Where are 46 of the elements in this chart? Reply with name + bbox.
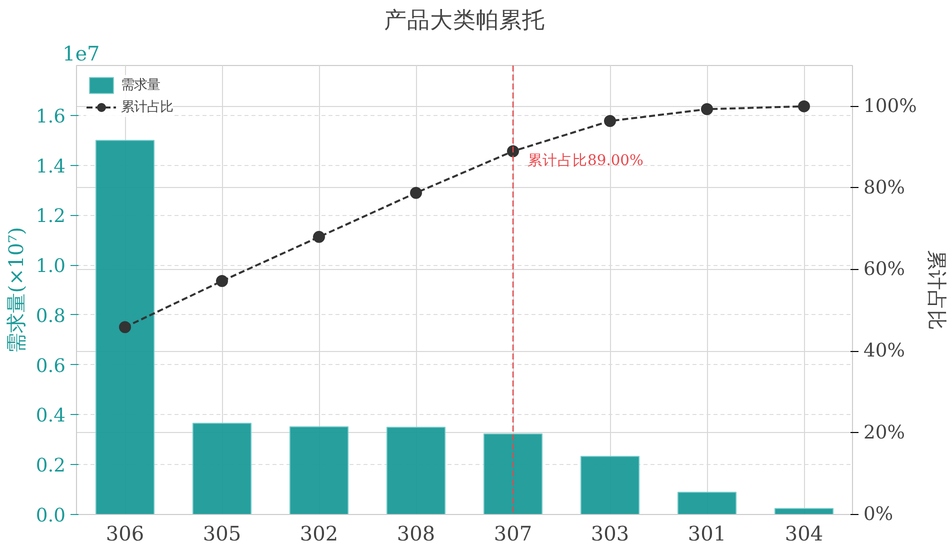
y-tick-label: 1.0 <box>36 256 66 278</box>
y-tick-label: 0.2 <box>36 456 66 477</box>
point <box>313 230 325 243</box>
y2-tick-label: 20% <box>864 422 905 444</box>
legend-label: 需求量 <box>121 77 160 94</box>
chart-title: 产品大类帕累托 <box>384 8 545 34</box>
point <box>216 275 228 288</box>
point <box>507 145 519 158</box>
y-tick-label: 0.8 <box>36 306 66 327</box>
y-tick-label: 0.6 <box>36 356 66 377</box>
y2-tick-label: 100% <box>864 96 917 117</box>
bar <box>386 426 446 514</box>
text: 1e7 <box>62 42 100 66</box>
ref-line-label: 累计占比89.00% <box>528 152 644 169</box>
y-tick-label: 0.4 <box>36 406 66 427</box>
y2-tick-label: 80% <box>864 177 905 198</box>
y-tick-label: 1.2 <box>36 206 66 228</box>
legend-label: 累计占比 <box>121 98 173 116</box>
y2-tick-label: 60% <box>864 259 905 280</box>
y-tick-label: 0.0 <box>36 506 66 526</box>
bar <box>95 140 155 514</box>
point <box>410 186 422 199</box>
y2-tick-label: 0% <box>864 504 894 525</box>
x-tick-label: 308 <box>396 522 436 544</box>
point <box>119 321 131 334</box>
y-tick-label: 1.4 <box>36 156 66 178</box>
x-tick-label: 306 <box>106 522 144 544</box>
x-tick-label: 307 <box>494 522 532 544</box>
y-axis-title: 需求量(×10⁷) <box>4 227 28 353</box>
bar <box>580 456 640 514</box>
bar <box>774 508 834 514</box>
x-tick-label: 305 <box>202 522 242 544</box>
y2-axis-title: 累计占比 <box>924 250 949 330</box>
x-tick-label: 302 <box>300 522 338 544</box>
point <box>701 103 713 116</box>
y-tick-label: 1.6 <box>36 106 66 128</box>
x-tick-label: 303 <box>590 522 630 544</box>
y2-tick-label: 40% <box>864 340 905 362</box>
x-tick-label: 301 <box>688 522 726 544</box>
point <box>604 115 616 127</box>
bar <box>483 433 543 514</box>
point <box>798 100 810 112</box>
bar <box>289 426 349 514</box>
bar <box>677 492 737 514</box>
x-tick-label: 304 <box>784 522 824 544</box>
bar <box>192 422 252 514</box>
